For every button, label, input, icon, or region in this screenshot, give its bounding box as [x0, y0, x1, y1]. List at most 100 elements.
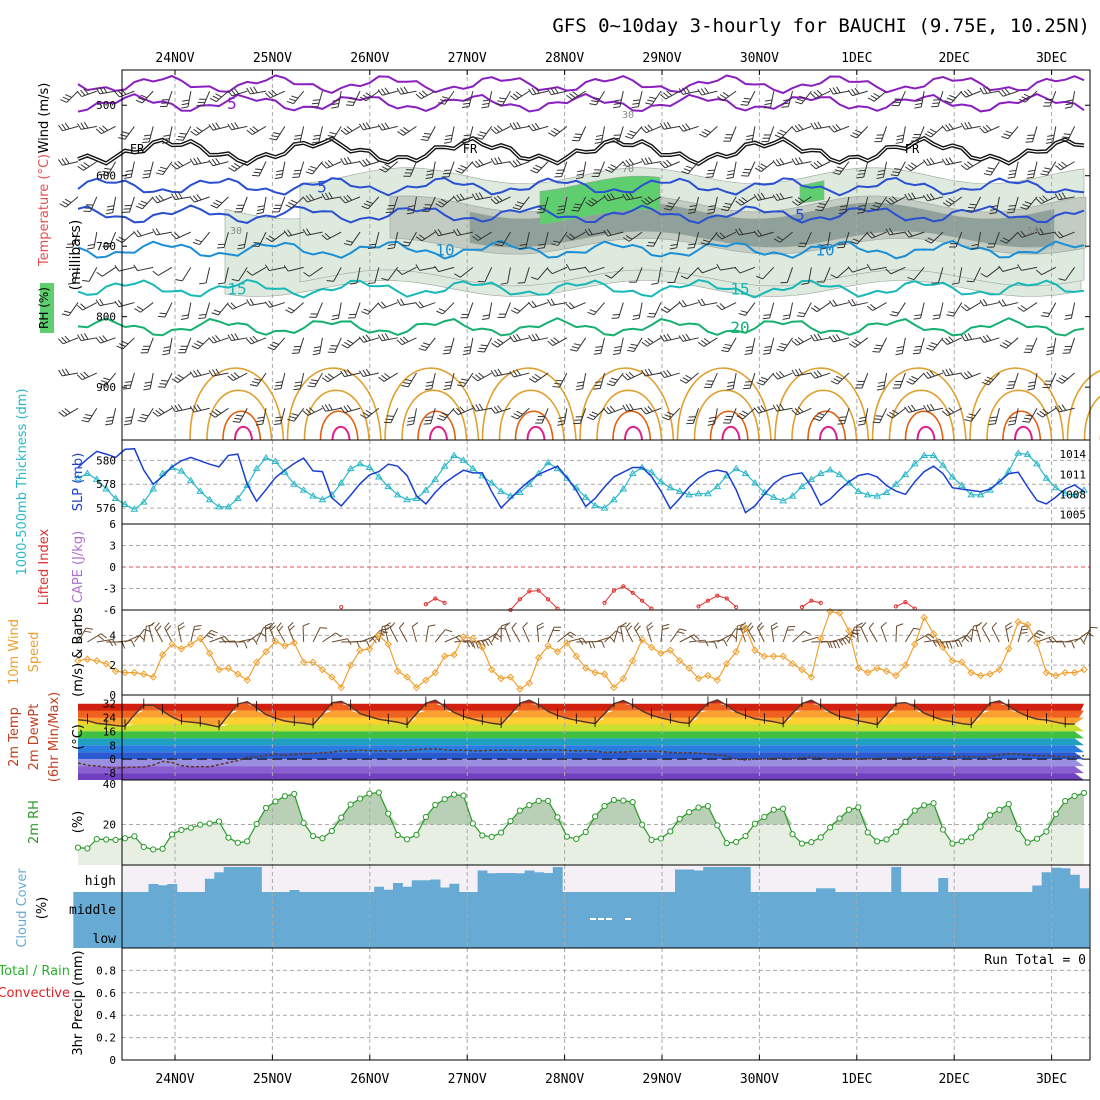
wind-barb: [952, 634, 968, 643]
wind-speed-point: [243, 676, 251, 684]
thickness-point: [892, 480, 900, 487]
rh2m-point: [601, 803, 608, 810]
wind-barb-flag: [971, 243, 979, 247]
wind-barb-flag: [1027, 134, 1035, 137]
y-tick-label: 0.6: [96, 987, 116, 1000]
cloud-cover-bar: [392, 892, 403, 920]
wind-barb-flag: [516, 369, 522, 376]
wind-barb-flag: [65, 94, 72, 98]
wind-barb-flag: [455, 170, 463, 174]
wind-barb-flag: [963, 636, 970, 642]
wind-barb-flag: [764, 346, 772, 348]
wind-barb-flag: [1017, 231, 1023, 238]
cloud-cover-bar: [336, 920, 347, 948]
wind-barb: [626, 407, 643, 412]
wind-barb: [124, 126, 135, 140]
wind-barb-flag: [275, 173, 283, 176]
wind-barb-flag: [215, 408, 222, 414]
wind-barb: [319, 337, 323, 354]
wind-barb-flag: [278, 625, 284, 632]
cloud-cover-bar: [157, 885, 168, 892]
wind-barb-flag: [313, 346, 321, 349]
wind-barb-flag: [343, 127, 350, 134]
x-tick-label-top: 30NOV: [740, 51, 779, 66]
wind-speed-point: [525, 679, 533, 687]
cloud-cover-bar: [1051, 920, 1061, 948]
rh2m-point: [798, 840, 806, 847]
wind-barb: [633, 337, 643, 352]
lifted-index-series-line: [510, 590, 558, 611]
wind-barb: [792, 630, 805, 643]
surface-temperature-contour: [417, 410, 457, 441]
wind-barb-flag: [407, 205, 415, 208]
wind-barb-flag: [622, 160, 628, 167]
wind-barb-flag: [777, 132, 785, 136]
wind-barb-flag: [396, 339, 403, 346]
wind-barb-flag: [243, 641, 248, 649]
wind-barb-flag: [856, 622, 863, 627]
wind-barb: [653, 302, 662, 318]
wind-barb: [1048, 372, 1057, 388]
wind-barb: [927, 196, 944, 202]
rh-contour-label: 50: [1027, 226, 1039, 237]
wind-barb-flag: [155, 172, 163, 176]
wind-barb-flag: [704, 87, 710, 94]
wind-barb-flag: [142, 176, 150, 179]
thickness-point: [271, 457, 280, 465]
wind-barb-flag: [624, 135, 632, 140]
rh2m-point: [620, 797, 627, 804]
wind-barb-flag: [877, 384, 885, 388]
wind-barb-flag: [931, 282, 939, 284]
wind-barb-flag: [924, 133, 932, 138]
wind-barb-flag: [780, 343, 788, 346]
wind-barb-flag: [477, 134, 485, 137]
cloud-cover-bar: [928, 920, 939, 948]
wind-barb-flag: [964, 419, 972, 422]
wind-barb: [747, 90, 756, 106]
wind-barb-flag: [288, 202, 295, 206]
cloud-cover-bar: [336, 892, 347, 920]
wind-barb-flag: [622, 404, 627, 412]
wind-barb: [517, 407, 530, 420]
wind-barb-flag: [152, 228, 157, 236]
wind-barb: [551, 90, 568, 96]
cloud-cover-bar: [759, 892, 770, 920]
wind-barb-flag: [143, 134, 152, 137]
wind-barb: [746, 627, 756, 643]
wind-barb-flag: [77, 304, 83, 311]
wind-barb: [1007, 126, 1019, 140]
wind-barb-flag: [753, 407, 759, 414]
wind-barb-flag: [839, 208, 847, 211]
panel-frame: [121, 947, 1091, 1061]
thickness-point: [468, 464, 477, 472]
wind-barb-flag: [495, 103, 503, 106]
wind-barb: [491, 627, 500, 643]
wind-barb-flag: [724, 202, 732, 206]
wind-barb-flag: [1023, 417, 1031, 420]
wind-barb: [333, 267, 342, 282]
wind-barb: [149, 372, 154, 389]
wind-barb-flag: [832, 299, 838, 306]
cloud-cover-bar: [599, 920, 610, 948]
wind-barb-flag: [979, 336, 985, 343]
wind-barb-flag: [1002, 237, 1010, 242]
wind-barb-flag: [945, 200, 953, 205]
wind-speed-point: [732, 648, 740, 656]
cloud-cover-bar: [957, 892, 967, 920]
wind-barb-flag: [475, 136, 483, 140]
pressure-axis-label: (millibars): [68, 220, 84, 291]
wind-barb: [613, 626, 619, 643]
wind-barb-flag: [424, 388, 432, 391]
wind-barb-flag: [104, 167, 112, 170]
wind-barb-flag: [440, 198, 448, 204]
wind-barb: [177, 372, 192, 384]
cloud-cover-bar: [449, 920, 460, 948]
wind-barb-flag: [1036, 269, 1042, 276]
wind-barb-flag: [80, 89, 86, 96]
wind-barb-flag: [293, 173, 301, 175]
wind-barb-flag: [681, 300, 687, 307]
wind-barb-flag: [516, 121, 521, 129]
wind-barb-flag: [1020, 632, 1028, 634]
wind-barb-flag: [320, 627, 328, 629]
